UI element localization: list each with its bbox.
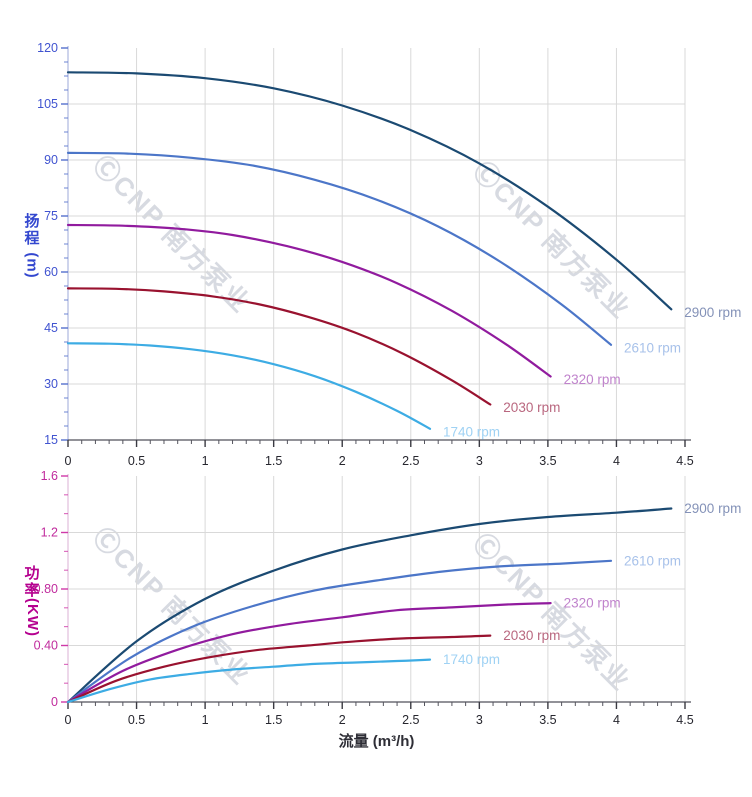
- power-x-tick-label: 0.5: [128, 713, 145, 727]
- head-curve-2610: [66, 151, 613, 346]
- power-curve-label-2320: 2320 rpm: [564, 596, 621, 611]
- head-y-tick-label: 30: [44, 377, 58, 391]
- power-y-tick-label: 0: [51, 695, 58, 709]
- head-x-tick-label: 0: [65, 454, 72, 468]
- power-axis-title-char: 率: [24, 582, 40, 599]
- power-curve-2030: [66, 634, 492, 704]
- head-x-tick-label: 3: [476, 454, 483, 468]
- power-curve-label-2610: 2610 rpm: [624, 553, 681, 568]
- power-x-tick-label: 2.5: [402, 713, 419, 727]
- flow-axis-title: 流量 (m³/h): [338, 733, 415, 750]
- head-x-tick-label: 0.5: [128, 454, 145, 468]
- head-x-tick-label: 1.5: [265, 454, 282, 468]
- head-curve-label-2320: 2320 rpm: [564, 372, 621, 387]
- power-curve-label-2900: 2900 rpm: [684, 501, 741, 516]
- power-y-tick-label: 0.40: [34, 639, 58, 653]
- power-y-tick-label: 1.2: [41, 526, 58, 540]
- power-x-tick-label: 3.5: [539, 713, 556, 727]
- head-y-tick-label: 60: [44, 265, 58, 279]
- head-x-tick-label: 2.5: [402, 454, 419, 468]
- head-x-tick-label: 1: [202, 454, 209, 468]
- head-y-tick-label: 90: [44, 153, 58, 167]
- head-y-tick-label: 15: [44, 433, 58, 447]
- head-y-tick-label: 120: [37, 41, 58, 55]
- power-y-tick-label: 0.80: [34, 582, 58, 596]
- head-curve-label-2030: 2030 rpm: [503, 400, 560, 415]
- power-y-tick-label: 1.6: [41, 469, 58, 483]
- power-axis-unit: (KW): [23, 598, 41, 637]
- power-x-tick-label: 4.5: [676, 713, 693, 727]
- head-curve-2320: [66, 223, 552, 378]
- head-axis-unit: (m): [23, 252, 41, 279]
- power-x-tick-label: 0: [65, 713, 72, 727]
- power-curve-label-2030: 2030 rpm: [503, 628, 560, 643]
- head-curve-label-1740: 1740 rpm: [443, 424, 500, 439]
- power-axis-title-char: 功: [24, 565, 40, 582]
- power-curve-2900: [66, 507, 673, 704]
- power-curve-2320: [66, 602, 552, 704]
- power-x-tick-label: 1: [202, 713, 209, 727]
- head-curve-2030: [66, 287, 492, 406]
- head-x-tick-label: 4.5: [676, 454, 693, 468]
- head-x-tick-label: 2: [339, 454, 346, 468]
- power-axis-title: 功 率 (KW): [22, 565, 42, 637]
- head-axis-title: 扬 程 (m): [22, 213, 42, 279]
- power-x-tick-label: 4: [613, 713, 620, 727]
- head-x-tick-label: 3.5: [539, 454, 556, 468]
- power-curve-label-1740: 1740 rpm: [443, 652, 500, 667]
- power-curve-2610: [66, 559, 613, 704]
- head-curve-label-2610: 2610 rpm: [624, 340, 681, 355]
- power-curve-1740: [66, 658, 432, 704]
- head-curve-2900: [66, 71, 673, 311]
- head-y-tick-label: 105: [37, 97, 58, 111]
- head-axis-title-char: 程: [24, 230, 40, 247]
- head-x-tick-label: 4: [613, 454, 620, 468]
- power-x-tick-label: 1.5: [265, 713, 282, 727]
- head-curve-1740: [66, 342, 432, 430]
- head-y-tick-label: 45: [44, 321, 58, 335]
- head-curve-label-2900: 2900 rpm: [684, 305, 741, 320]
- head-axis-title-char: 扬: [24, 213, 40, 230]
- head-y-tick-label: 75: [44, 209, 58, 223]
- power-x-tick-label: 3: [476, 713, 483, 727]
- power-x-tick-label: 2: [339, 713, 346, 727]
